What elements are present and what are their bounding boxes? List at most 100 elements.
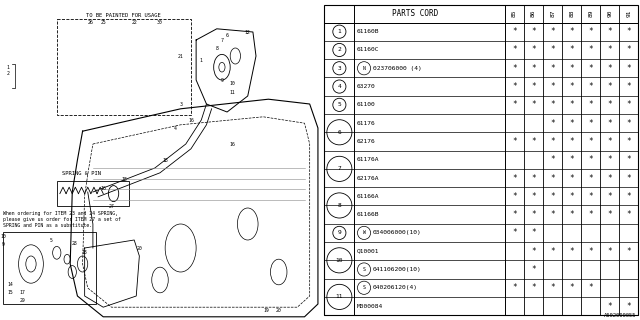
Text: 6: 6: [226, 33, 228, 38]
Text: 61176A: 61176A: [357, 157, 380, 162]
Text: *: *: [531, 247, 536, 256]
Text: *: *: [512, 27, 517, 36]
Text: *: *: [570, 45, 574, 54]
Text: *: *: [550, 100, 555, 109]
Text: *: *: [588, 283, 593, 292]
Text: 62176: 62176: [357, 139, 376, 144]
Text: 61100: 61100: [357, 102, 376, 107]
Text: *: *: [531, 137, 536, 146]
Text: 61176: 61176: [357, 121, 376, 126]
Text: *: *: [550, 27, 555, 36]
Text: *: *: [570, 82, 574, 91]
Text: *: *: [627, 27, 631, 36]
Text: 63270: 63270: [357, 84, 376, 89]
Text: 8: 8: [215, 45, 218, 51]
Text: *: *: [607, 45, 612, 54]
Text: *: *: [550, 64, 555, 73]
Text: *: *: [588, 155, 593, 164]
Text: 1: 1: [200, 58, 203, 63]
Text: *: *: [512, 82, 517, 91]
Text: 5: 5: [337, 102, 341, 107]
Text: W: W: [363, 230, 365, 236]
Text: *: *: [512, 210, 517, 219]
Text: 28: 28: [72, 241, 77, 246]
Text: 1: 1: [337, 29, 341, 34]
Text: 14: 14: [8, 282, 13, 287]
Text: 30: 30: [157, 20, 163, 25]
Text: 4: 4: [337, 84, 341, 89]
Text: 2: 2: [7, 71, 10, 76]
Text: 8: 8: [337, 203, 341, 208]
Text: M000084: M000084: [357, 304, 383, 308]
Text: 62176A: 62176A: [357, 175, 380, 180]
Text: *: *: [607, 247, 612, 256]
Text: *: *: [550, 82, 555, 91]
Text: *: *: [627, 155, 631, 164]
Text: *: *: [570, 192, 574, 201]
Text: TO BE PAINTED FOR USAGE: TO BE PAINTED FOR USAGE: [86, 13, 161, 18]
Text: 86: 86: [531, 10, 536, 17]
Text: *: *: [588, 45, 593, 54]
Text: 88: 88: [569, 10, 574, 17]
Text: *: *: [627, 137, 631, 146]
Text: N: N: [363, 66, 365, 71]
Text: *: *: [550, 45, 555, 54]
Text: 2: 2: [337, 47, 341, 52]
Text: 10: 10: [0, 234, 6, 239]
Text: *: *: [570, 173, 574, 182]
Text: 61160B: 61160B: [357, 29, 380, 34]
Text: 19: 19: [264, 308, 269, 313]
Text: SPRING & PIN: SPRING & PIN: [62, 171, 101, 176]
Text: Q10001: Q10001: [357, 249, 380, 254]
Text: S: S: [363, 285, 365, 290]
Text: 040206120(4): 040206120(4): [372, 285, 417, 290]
Text: *: *: [607, 100, 612, 109]
Text: 4: 4: [174, 125, 177, 131]
Text: *: *: [627, 82, 631, 91]
Text: *: *: [570, 247, 574, 256]
Text: *: *: [531, 173, 536, 182]
Text: *: *: [607, 119, 612, 128]
Text: 6: 6: [337, 130, 341, 135]
Text: A602000055: A602000055: [604, 313, 637, 318]
Text: 1: 1: [7, 65, 10, 70]
Text: *: *: [531, 210, 536, 219]
Text: *: *: [627, 64, 631, 73]
Text: 61166B: 61166B: [357, 212, 380, 217]
Text: *: *: [570, 119, 574, 128]
Text: *: *: [627, 247, 631, 256]
Text: 3: 3: [179, 101, 182, 107]
Text: 29: 29: [20, 298, 26, 303]
Text: *: *: [570, 27, 574, 36]
Text: *: *: [550, 210, 555, 219]
Text: *: *: [588, 137, 593, 146]
Text: 21: 21: [178, 53, 184, 59]
Text: *: *: [531, 100, 536, 109]
Text: 26: 26: [88, 20, 93, 25]
Text: *: *: [588, 27, 593, 36]
Text: 91: 91: [627, 10, 632, 17]
Text: *: *: [588, 119, 593, 128]
Text: *: *: [588, 210, 593, 219]
Text: 16: 16: [100, 186, 106, 191]
Text: 18: 18: [163, 157, 168, 163]
Text: 12: 12: [245, 29, 251, 35]
Text: *: *: [550, 137, 555, 146]
Text: *: *: [531, 283, 536, 292]
Text: 9: 9: [221, 77, 223, 83]
Text: *: *: [550, 119, 555, 128]
Text: *: *: [588, 100, 593, 109]
Text: 61166A: 61166A: [357, 194, 380, 199]
Text: 61160C: 61160C: [357, 47, 380, 52]
Text: *: *: [607, 64, 612, 73]
Text: *: *: [512, 283, 517, 292]
Text: *: *: [512, 228, 517, 237]
Text: *: *: [570, 155, 574, 164]
Text: *: *: [607, 210, 612, 219]
Text: *: *: [531, 45, 536, 54]
Text: *: *: [607, 301, 612, 310]
Text: 17: 17: [20, 290, 26, 295]
Text: *: *: [588, 173, 593, 182]
Text: *: *: [531, 82, 536, 91]
Text: *: *: [531, 192, 536, 201]
